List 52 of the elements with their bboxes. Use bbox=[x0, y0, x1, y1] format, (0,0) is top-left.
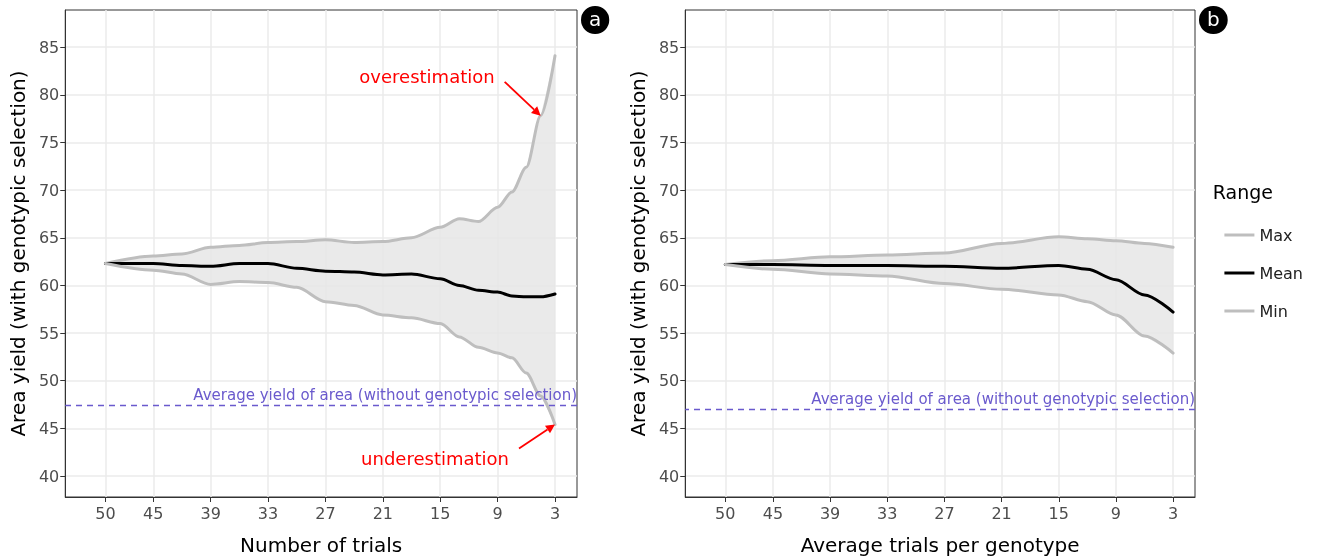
x-tick-label: 45 bbox=[143, 503, 164, 523]
y-tick-label: 40 bbox=[658, 466, 680, 486]
x-tick-label: 21 bbox=[991, 503, 1012, 523]
y-tick-label: 55 bbox=[658, 323, 680, 343]
text: a bbox=[589, 7, 602, 31]
x-tick-label: 15 bbox=[1048, 503, 1069, 523]
x-tick-label: 21 bbox=[372, 503, 394, 523]
x-tick-label: 33 bbox=[877, 503, 898, 523]
x-tick-label: 50 bbox=[715, 503, 736, 523]
x-tick-label: 9 bbox=[492, 503, 503, 523]
x-tick-label: 15 bbox=[430, 503, 451, 523]
y-tick-label: 55 bbox=[38, 323, 60, 343]
ref-line-label: Average yield of area (without genotypic selection) bbox=[811, 389, 1195, 408]
legend-label: Max bbox=[1259, 225, 1293, 245]
y-tick-label: 60 bbox=[38, 275, 60, 295]
text: b bbox=[1207, 7, 1220, 31]
x-tick-label: 3 bbox=[549, 503, 561, 523]
y-axis-title: Area yield (with genotypic selection) bbox=[626, 70, 650, 437]
x-tick-label: 3 bbox=[1167, 503, 1179, 523]
y-tick-label: 70 bbox=[38, 180, 60, 200]
ref-line-label: Average yield of area (without genotypic selection) bbox=[193, 386, 577, 405]
x-axis-title: Average trials per genotype bbox=[800, 533, 1080, 557]
legend-label: Mean bbox=[1259, 263, 1303, 283]
y-tick-label: 45 bbox=[658, 418, 680, 438]
annotation: overestimation bbox=[359, 66, 495, 88]
x-tick-label: 33 bbox=[257, 503, 279, 523]
x-tick-label: 9 bbox=[1110, 503, 1122, 523]
x-tick-label: 27 bbox=[934, 503, 955, 523]
legend-label: Min bbox=[1259, 301, 1288, 321]
legend-title: Range bbox=[1212, 180, 1274, 203]
annotation: underestimation bbox=[361, 448, 509, 470]
y-axis-title: Area yield (with genotypic selection) bbox=[6, 70, 30, 437]
y-tick-label: 85 bbox=[38, 37, 60, 57]
y-tick-label: 75 bbox=[38, 132, 60, 152]
y-tick-label: 85 bbox=[658, 37, 680, 57]
y-tick-label: 65 bbox=[658, 228, 680, 248]
x-tick-label: 39 bbox=[819, 503, 841, 523]
y-tick-label: 40 bbox=[38, 466, 60, 486]
y-tick-label: 80 bbox=[658, 85, 680, 105]
y-tick-label: 45 bbox=[38, 418, 60, 438]
x-tick-label: 27 bbox=[315, 503, 336, 523]
y-tick-label: 50 bbox=[658, 371, 680, 391]
y-tick-label: 70 bbox=[658, 180, 680, 200]
x-tick-label: 39 bbox=[200, 503, 221, 523]
y-tick-label: 75 bbox=[658, 132, 680, 152]
y-tick-label: 65 bbox=[38, 228, 60, 248]
x-tick-label: 45 bbox=[762, 503, 784, 523]
y-tick-label: 50 bbox=[38, 371, 60, 391]
x-axis-title: Number of trials bbox=[240, 533, 403, 557]
x-tick-label: 50 bbox=[95, 503, 116, 523]
y-tick-label: 60 bbox=[658, 275, 680, 295]
y-tick-label: 80 bbox=[38, 85, 60, 105]
